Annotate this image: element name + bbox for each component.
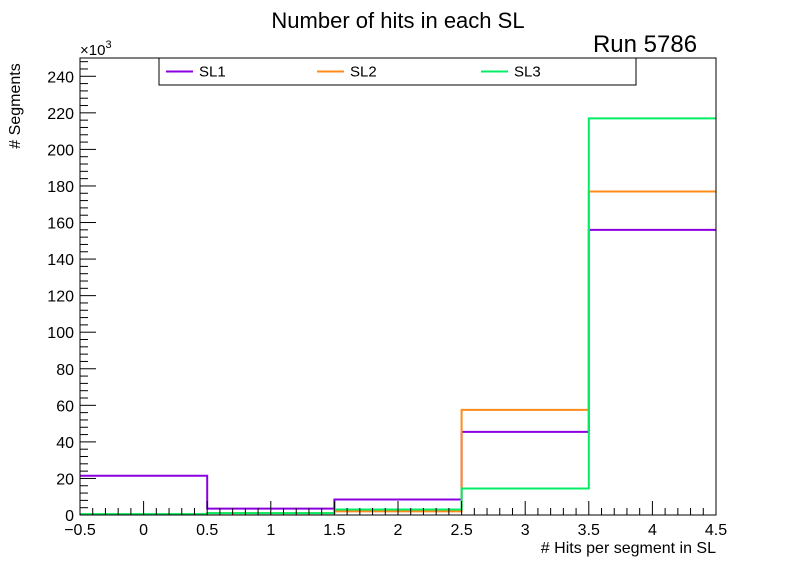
- legend-label-sl3: SL3: [514, 64, 541, 81]
- legend: SL1 SL2 SL3: [158, 57, 637, 86]
- y-tick-label: 140: [47, 252, 74, 269]
- x-tick-label: 3.5: [578, 522, 600, 539]
- x-tick-label: 2: [394, 522, 403, 539]
- y-tick-label: 0: [65, 508, 74, 525]
- x-tick-label: 1.5: [323, 522, 345, 539]
- y-tick-label: 180: [47, 179, 74, 196]
- x-tick-label: 3: [521, 522, 530, 539]
- y-tick-label: 240: [47, 69, 74, 86]
- series-sl3-line: [80, 117, 716, 516]
- x-tick-label: 2.5: [450, 522, 472, 539]
- y-axis-label: # Segments: [7, 63, 24, 148]
- plot-frame: [79, 57, 717, 516]
- series-layer: [80, 117, 716, 516]
- y-tick-label: 120: [47, 289, 74, 306]
- y-multiplier: ×103: [80, 39, 112, 59]
- y-multiplier-base: ×10: [80, 42, 105, 59]
- x-axis-label: # Hits per segment in SL: [541, 540, 716, 557]
- y-tick-label: 200: [47, 142, 74, 159]
- run-annotation: Run 5786: [593, 31, 697, 58]
- y-tick-label: 20: [56, 471, 74, 488]
- y-tick-label: 160: [47, 216, 74, 233]
- x-tick-label: −0.5: [64, 522, 96, 539]
- x-tick-label: 0: [139, 522, 148, 539]
- y-multiplier-exponent: 3: [105, 39, 111, 51]
- y-tick-label: 220: [47, 106, 74, 123]
- legend-box: [158, 57, 637, 86]
- x-tick-label: 4.5: [705, 522, 727, 539]
- series-sl2-line: [80, 190, 716, 516]
- y-tick-label: 100: [47, 325, 74, 342]
- legend-label-sl1: SL1: [199, 64, 226, 81]
- y-tick-label: 80: [56, 362, 74, 379]
- y-tick-label: 40: [56, 435, 74, 452]
- series-sl1-line: [80, 228, 716, 510]
- legend-label-sl2: SL2: [350, 64, 377, 81]
- chart-title: Number of hits in each SL: [271, 8, 524, 33]
- x-tick-label: 4: [648, 522, 657, 539]
- y-tick-label: 60: [56, 398, 74, 415]
- x-tick-label: 0.5: [196, 522, 218, 539]
- x-tick-label: 1: [266, 522, 275, 539]
